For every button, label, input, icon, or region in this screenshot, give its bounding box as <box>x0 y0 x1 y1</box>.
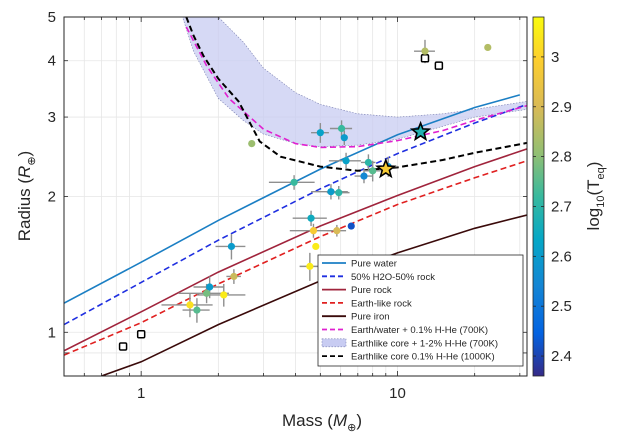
model-curve <box>64 103 527 326</box>
model-curve <box>185 17 527 172</box>
legend-label: Pure water <box>351 259 397 270</box>
data-point <box>248 140 256 148</box>
data-point <box>342 157 350 165</box>
colorbar-label: log10(Teq) <box>584 162 607 231</box>
data-point-star <box>375 157 397 179</box>
data-point-square <box>118 342 128 351</box>
colorbar-tick-label: 3 <box>551 49 559 66</box>
model-curve <box>64 160 527 356</box>
data-point <box>186 301 194 309</box>
colorbar-tick-label: 2.5 <box>551 298 572 315</box>
data-point <box>307 214 315 222</box>
legend-label: 50% H2O-50% rock <box>351 272 435 283</box>
y-tick-label: 1 <box>48 324 56 341</box>
data-point <box>369 167 377 175</box>
legend-swatch <box>321 338 347 348</box>
legend-label: Earthlike core 0.1% H-He (1000K) <box>351 352 495 363</box>
data-point <box>364 158 373 167</box>
legend-label: Earth-like rock <box>351 298 412 309</box>
legend-box <box>317 254 524 367</box>
colorbar-tick-label: 2.9 <box>551 99 572 116</box>
x-axis-label: Mass (M⊕) <box>282 411 362 434</box>
data-point-square <box>420 54 430 63</box>
data-point <box>316 129 324 137</box>
legend-label: Earthlike core + 1-2% H-He (700K) <box>351 338 498 349</box>
data-point <box>484 43 492 52</box>
data-point-square <box>136 330 146 339</box>
model-curve <box>64 94 521 304</box>
data-point <box>309 227 318 235</box>
legend-label: Earth/water + 0.1% H-He (700K) <box>351 325 488 336</box>
y-tick-label: 2 <box>48 189 56 206</box>
data-point <box>227 242 236 251</box>
legend: Pure water 50% H2O-50% rock Pure rock Earth… <box>317 254 524 367</box>
data-point <box>335 189 343 197</box>
colorbar-ticks: 2.4 2.5 2.6 2.7 2.8 2.9 3 <box>533 49 572 365</box>
model-curve <box>64 148 527 352</box>
y-tick-label: 3 <box>48 109 56 126</box>
data-point <box>290 178 298 186</box>
y-tick-label: 4 <box>48 53 56 70</box>
data-point-star <box>409 120 432 142</box>
colorbar-tick-label: 2.6 <box>551 248 572 265</box>
colorbar-tick-label: 2.7 <box>551 198 572 215</box>
x-tick-label: 10 <box>389 385 406 402</box>
data-point <box>312 242 320 251</box>
data-point <box>340 134 348 142</box>
x-tick-label: 1 <box>137 385 145 402</box>
data-point <box>203 289 211 297</box>
data-point <box>327 188 335 196</box>
y-tick-label: 5 <box>48 9 56 26</box>
data-point <box>230 272 238 281</box>
data-point <box>421 47 429 55</box>
colorbar-tick-label: 2.8 <box>551 149 572 166</box>
colorbar-tick-label: 2.4 <box>551 348 572 365</box>
data-point <box>337 124 346 133</box>
data-point <box>306 262 314 270</box>
model-curve <box>185 26 527 149</box>
data-point <box>347 222 355 230</box>
data-points <box>118 43 492 351</box>
axis-ticks: 1 10 1 2 3 4 5 <box>48 9 527 402</box>
data-point <box>360 172 368 180</box>
data-point-square <box>434 61 444 70</box>
data-point <box>193 306 201 314</box>
data-point <box>333 227 341 235</box>
data-point <box>206 283 214 291</box>
y-axis-label: Radius (R⊕) <box>15 151 38 241</box>
data-point <box>220 291 228 299</box>
legend-label: Pure iron <box>351 312 390 323</box>
legend-label: Pure rock <box>351 285 392 296</box>
colorbar <box>532 16 545 377</box>
